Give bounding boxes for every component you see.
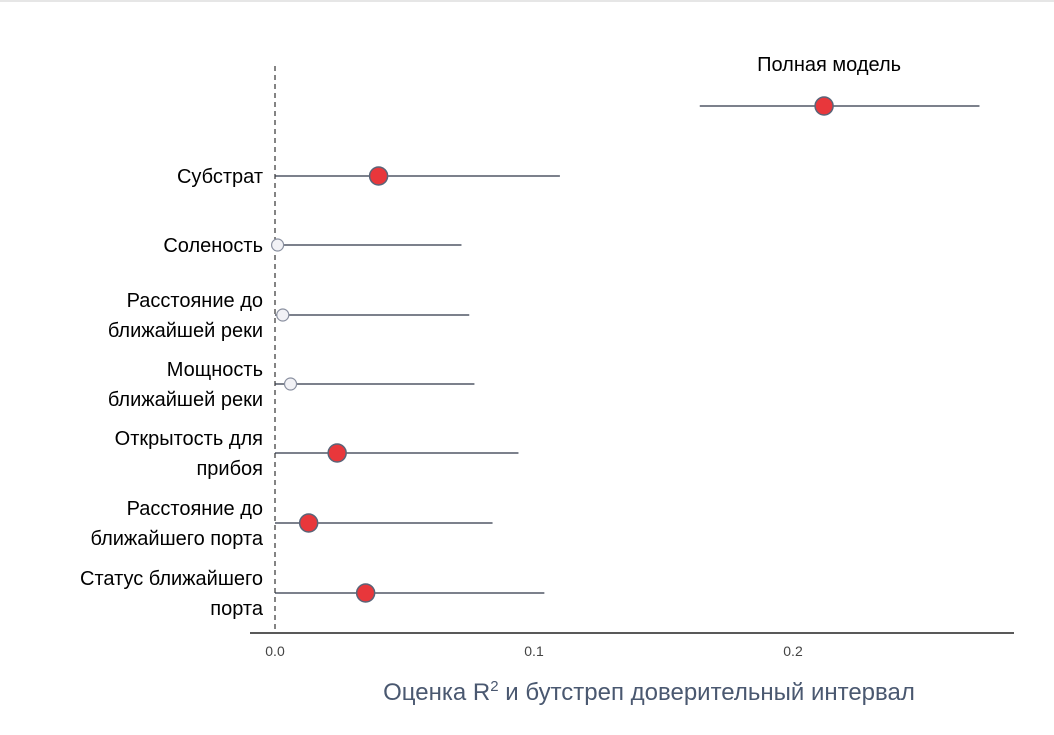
- category-label-line: прибоя: [196, 458, 263, 480]
- category-label: Расстояние до ближайшего порта: [91, 498, 264, 550]
- estimate-point-significant: [368, 166, 389, 186]
- x-tick-label: 0.2: [783, 643, 803, 659]
- category-label-line: порта: [210, 598, 264, 620]
- category-label: Расстояние до ближайшей реки: [108, 290, 263, 342]
- x-tick-label: 0.0: [265, 643, 285, 659]
- category-labels: Полная модель Субстрат Соленость Расстояние…: [80, 54, 901, 620]
- category-label: Полная модель: [757, 54, 901, 76]
- estimate-point-nonsignificant: [270, 238, 285, 252]
- x-axis-label: Оценка R2 и бутстреп доверительный интер…: [383, 678, 915, 706]
- category-label-line: ближайшей реки: [108, 320, 263, 342]
- category-label-line: Расстояние до: [127, 290, 263, 312]
- category-label-line: Мощность: [167, 359, 263, 381]
- estimate-points: [270, 96, 834, 603]
- category-label: Субстрат: [177, 166, 263, 188]
- estimate-point-significant: [355, 583, 376, 603]
- category-label: Мощность ближайшей реки: [108, 359, 263, 411]
- category-label-line: ближайшего порта: [91, 528, 264, 550]
- category-label-line: Субстрат: [177, 166, 263, 188]
- category-label-line: Расстояние до: [127, 498, 263, 520]
- category-label-line: Статус ближайшего: [80, 568, 263, 590]
- category-label: Открытость для прибоя: [115, 428, 263, 480]
- category-label-line: ближайшей реки: [108, 389, 263, 411]
- category-label: Соленость: [163, 235, 263, 257]
- estimate-point-nonsignificant: [283, 377, 298, 391]
- x-tick-label: 0.1: [524, 643, 544, 659]
- estimate-point-significant: [814, 96, 834, 116]
- x-axis: 0.0 0.1 0.2: [250, 632, 1014, 659]
- estimate-point-nonsignificant: [276, 308, 290, 322]
- top-border: [0, 0, 1054, 2]
- category-label-line: Открытость для: [115, 428, 263, 450]
- estimate-point-significant: [298, 513, 319, 533]
- category-label-line: Соленость: [163, 235, 263, 257]
- estimate-point-significant: [327, 443, 347, 463]
- category-label: Статус ближайшего порта: [80, 568, 264, 620]
